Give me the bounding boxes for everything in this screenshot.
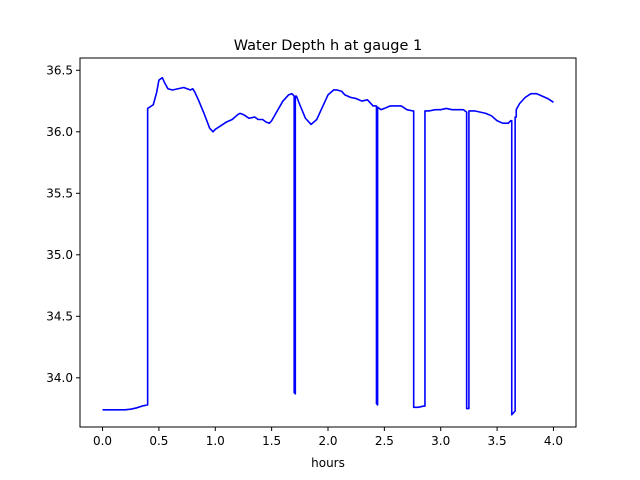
x-tick-label: 0.0 bbox=[93, 434, 112, 448]
x-tick-label: 3.5 bbox=[488, 434, 507, 448]
y-axis: 34.0 34.5 35.0 35.5 36.0 36.5 bbox=[46, 63, 80, 385]
series-line-0 bbox=[102, 76, 554, 416]
y-tick-label: 35.0 bbox=[46, 248, 73, 262]
x-tick-label: 1.5 bbox=[262, 434, 281, 448]
y-tick-label: 34.5 bbox=[46, 309, 73, 323]
x-axis-label: hours bbox=[311, 456, 345, 470]
x-tick-label: 4.0 bbox=[544, 434, 563, 448]
x-tick-label: 2.0 bbox=[318, 434, 337, 448]
x-tick-label: 0.5 bbox=[149, 434, 168, 448]
x-tick-label: 1.0 bbox=[206, 434, 225, 448]
y-tick-label: 36.0 bbox=[46, 125, 73, 139]
plot-frame bbox=[79, 57, 577, 428]
x-tick-label: 3.0 bbox=[431, 434, 450, 448]
y-tick-label: 35.5 bbox=[46, 186, 73, 200]
series-layer bbox=[102, 76, 554, 416]
y-tick-label: 36.5 bbox=[46, 63, 73, 77]
y-tick-label: 34.0 bbox=[46, 371, 73, 385]
x-axis: 0.0 0.5 1.0 1.5 2.0 2.5 3.0 3.5 4.0 bbox=[93, 427, 563, 448]
chart-title: Water Depth h at gauge 1 bbox=[234, 38, 422, 54]
x-tick-label: 2.5 bbox=[375, 434, 394, 448]
